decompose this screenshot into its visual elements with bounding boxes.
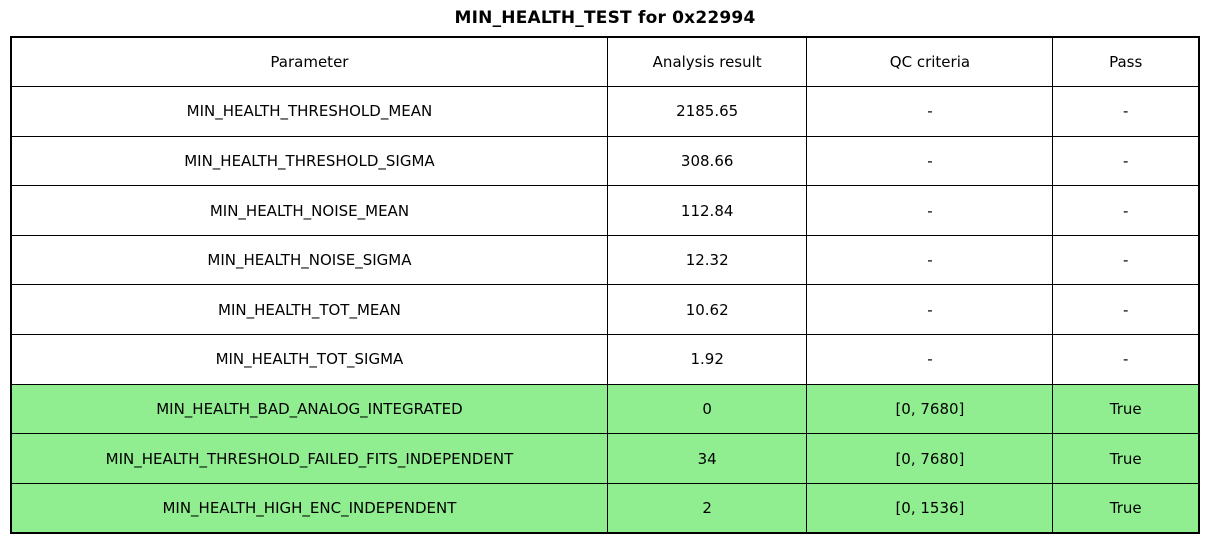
column-header-analysis-result: Analysis result bbox=[606, 36, 808, 88]
page-title: MIN_HEALTH_TEST for 0x22994 bbox=[454, 8, 756, 28]
table-row: MIN_HEALTH_TOT_SIGMA 1.92 - - bbox=[10, 334, 1200, 385]
result-cell: 34 bbox=[606, 433, 808, 484]
pass-cell: True bbox=[1052, 482, 1200, 534]
qc-cell: [0, 1536] bbox=[806, 482, 1054, 534]
param-cell: MIN_HEALTH_THRESHOLD_SIGMA bbox=[10, 135, 608, 187]
header-row: Parameter Analysis result QC criteria Pa… bbox=[10, 36, 1200, 88]
table-row: MIN_HEALTH_TOT_MEAN 10.62 - - bbox=[10, 284, 1200, 336]
qc-cell: - bbox=[806, 334, 1054, 385]
table-row: MIN_HEALTH_BAD_ANALOG_INTEGRATED 0 [0, 7… bbox=[10, 383, 1200, 435]
pass-cell: True bbox=[1052, 383, 1200, 435]
result-cell: 112.84 bbox=[606, 185, 808, 236]
param-cell: MIN_HEALTH_NOISE_MEAN bbox=[10, 185, 608, 236]
result-cell: 10.62 bbox=[606, 284, 808, 336]
table-row: MIN_HEALTH_HIGH_ENC_INDEPENDENT 2 [0, 15… bbox=[10, 482, 1200, 534]
result-cell: 2 bbox=[606, 482, 808, 534]
result-cell: 1.92 bbox=[606, 334, 808, 385]
pass-cell: - bbox=[1052, 185, 1200, 236]
param-cell: MIN_HEALTH_THRESHOLD_FAILED_FITS_INDEPEN… bbox=[10, 433, 608, 484]
column-header-qc-criteria: QC criteria bbox=[806, 36, 1054, 88]
qc-cell: [0, 7680] bbox=[806, 383, 1054, 435]
qc-cell: - bbox=[806, 185, 1054, 236]
table-row: MIN_HEALTH_THRESHOLD_FAILED_FITS_INDEPEN… bbox=[10, 433, 1200, 484]
qc-results-table: Parameter Analysis result QC criteria Pa… bbox=[10, 36, 1200, 534]
qc-cell: - bbox=[806, 234, 1054, 286]
param-cell: MIN_HEALTH_TOT_MEAN bbox=[10, 284, 608, 336]
result-cell: 0 bbox=[606, 383, 808, 435]
param-cell: MIN_HEALTH_BAD_ANALOG_INTEGRATED bbox=[10, 383, 608, 435]
param-cell: MIN_HEALTH_TOT_SIGMA bbox=[10, 334, 608, 385]
qc-cell: - bbox=[806, 284, 1054, 336]
result-cell: 308.66 bbox=[606, 135, 808, 187]
table-row: MIN_HEALTH_NOISE_MEAN 112.84 - - bbox=[10, 185, 1200, 236]
qc-cell: - bbox=[806, 135, 1054, 187]
table-row: MIN_HEALTH_THRESHOLD_MEAN 2185.65 - - bbox=[10, 86, 1200, 137]
pass-cell: - bbox=[1052, 234, 1200, 286]
result-cell: 12.32 bbox=[606, 234, 808, 286]
table-row: MIN_HEALTH_THRESHOLD_SIGMA 308.66 - - bbox=[10, 135, 1200, 187]
qc-cell: - bbox=[806, 86, 1054, 137]
param-cell: MIN_HEALTH_THRESHOLD_MEAN bbox=[10, 86, 608, 137]
result-cell: 2185.65 bbox=[606, 86, 808, 137]
column-header-pass: Pass bbox=[1052, 36, 1200, 88]
pass-cell: - bbox=[1052, 135, 1200, 187]
column-header-parameter: Parameter bbox=[10, 36, 608, 88]
pass-cell: - bbox=[1052, 284, 1200, 336]
pass-cell: True bbox=[1052, 433, 1200, 484]
param-cell: MIN_HEALTH_NOISE_SIGMA bbox=[10, 234, 608, 286]
param-cell: MIN_HEALTH_HIGH_ENC_INDEPENDENT bbox=[10, 482, 608, 534]
pass-cell: - bbox=[1052, 334, 1200, 385]
table-row: MIN_HEALTH_NOISE_SIGMA 12.32 - - bbox=[10, 234, 1200, 286]
pass-cell: - bbox=[1052, 86, 1200, 137]
qc-cell: [0, 7680] bbox=[806, 433, 1054, 484]
